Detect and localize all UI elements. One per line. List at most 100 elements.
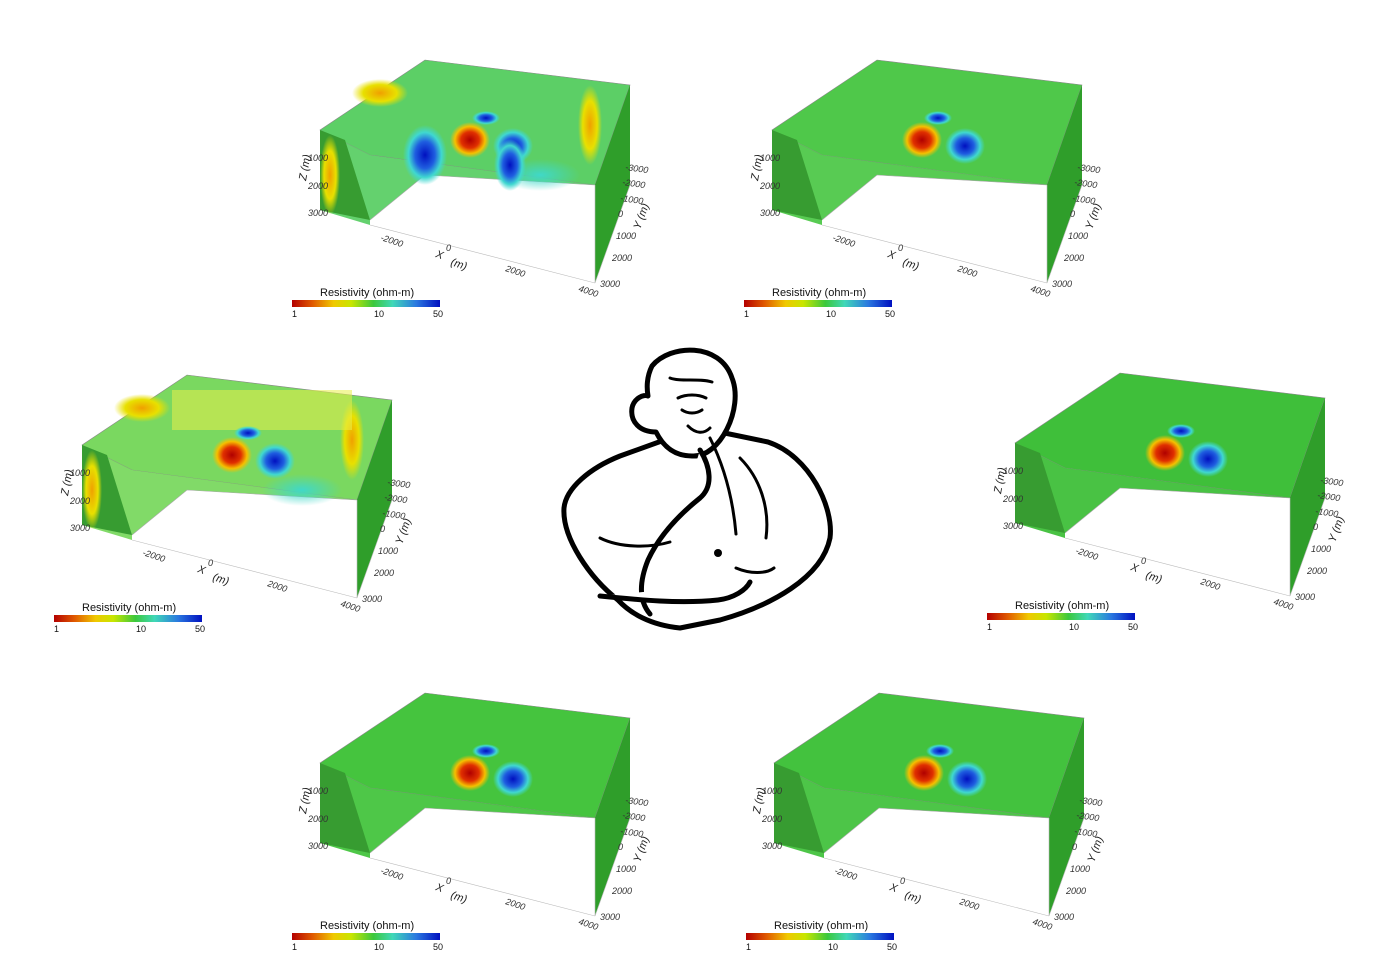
cutout-edge (823, 807, 1050, 854)
y-tick-label: 0 (1313, 522, 1318, 532)
y-tick-label: 2000 (611, 253, 632, 263)
y-tick-label: 2000 (1065, 886, 1086, 896)
colorbar-gradient (744, 300, 892, 307)
x-axis-unit: (m) (211, 571, 231, 588)
y-tick-label: -1000 (1315, 506, 1339, 519)
x-tick-label: 4000 (339, 598, 361, 614)
z-tick-label: 1000 (308, 153, 328, 163)
anomaly-yellow (352, 79, 408, 107)
z-tick-label: 2000 (1002, 494, 1023, 504)
y-axis-label: Y (m) (1086, 835, 1107, 864)
anomaly-yellow-left (82, 450, 102, 530)
anomaly-yellow-left (320, 135, 340, 215)
y-tick-label: -2000 (1074, 177, 1098, 190)
x-tick-label: -2000 (833, 865, 858, 882)
colorbar-gradient (746, 933, 894, 940)
y-tick-label: -3000 (625, 162, 649, 175)
axis-line-x (369, 224, 596, 284)
colorbar-tick: 10 (374, 942, 384, 952)
anomaly-yellow-edge (578, 85, 602, 165)
block-right-face (1047, 85, 1082, 283)
cutout-edge (369, 807, 596, 854)
x-axis-origin: 0 (446, 876, 451, 886)
y-tick-label: 2000 (611, 886, 632, 896)
block-cutout (824, 808, 1049, 916)
block-right-face (1290, 398, 1325, 596)
y-tick-label: 1000 (616, 864, 636, 874)
anomaly-resistor-small (926, 744, 954, 758)
y-tick-label: 1000 (1070, 864, 1090, 874)
y-tick-label: 3000 (1052, 279, 1072, 289)
y-tick-label: -1000 (1074, 826, 1098, 839)
colorbar-tick: 50 (885, 309, 895, 319)
anomaly-conductor (450, 122, 490, 158)
x-tick-label: 2000 (265, 578, 288, 594)
colorbar-tick: 1 (987, 622, 992, 632)
y-tick-label: 1000 (616, 231, 636, 241)
colorbar-title: Resistivity (ohm-m) (774, 920, 868, 932)
block-left-face (774, 763, 824, 853)
colorbar-tick: 1 (292, 309, 297, 319)
y-axis-label: Y (m) (632, 835, 653, 864)
anomaly-resistor-small (234, 426, 262, 440)
x-tick-label: -2000 (141, 547, 166, 564)
axis-line-x (823, 857, 1050, 917)
x-axis-label: X (885, 248, 897, 262)
colorbar-tick: 10 (826, 309, 836, 319)
y-tick-label: 3000 (1295, 592, 1315, 602)
colorbar: Resistivity (ohm-m) 1 10 50 (54, 602, 205, 634)
colorbar-gradient (292, 300, 440, 307)
z-axis-label: Z (m) (992, 466, 1009, 495)
y-tick-label: -1000 (382, 508, 406, 521)
y-tick-label: 1000 (1311, 544, 1331, 554)
y-tick-label: -1000 (620, 826, 644, 839)
anomaly-resistor-deep (403, 125, 447, 185)
anomaly-resistor-small (1167, 424, 1195, 438)
y-tick-label: -2000 (622, 177, 646, 190)
z-tick-label: 3000 (1003, 521, 1023, 531)
y-tick-label: -3000 (1079, 795, 1103, 808)
x-axis-label: X (433, 881, 445, 895)
anomaly-resistor (255, 443, 295, 479)
z-tick-label: 2000 (69, 496, 90, 506)
z-tick-label: 3000 (762, 841, 782, 851)
y-axis-label: Y (m) (394, 517, 415, 546)
x-axis-unit: (m) (449, 256, 469, 273)
anomaly-conductor (904, 755, 944, 791)
anomaly-yellow (114, 394, 170, 422)
x-tick-label: 4000 (1031, 916, 1053, 932)
z-tick-label: 2000 (759, 181, 780, 191)
x-tick-label: 4000 (1272, 596, 1294, 612)
z-tick-label: 3000 (70, 523, 90, 533)
block-cutout (132, 490, 357, 598)
anomaly-resistor-deep-2 (494, 139, 526, 191)
z-tick-label: 1000 (308, 786, 328, 796)
block-right-face (595, 718, 630, 916)
y-tick-label: 3000 (600, 279, 620, 289)
x-tick-label: 2000 (1198, 576, 1221, 592)
colorbar-gradient (54, 615, 202, 622)
y-tick-label: -2000 (1317, 490, 1341, 503)
block-right-face (595, 85, 630, 283)
z-axis-label: Z (m) (297, 786, 314, 815)
colorbar-tick: 50 (433, 309, 443, 319)
block-left-face (772, 130, 822, 220)
block-cutout (822, 175, 1047, 283)
x-axis-origin: 0 (898, 243, 903, 253)
z-tick-label: 2000 (307, 181, 328, 191)
anomaly-conductor (212, 437, 252, 473)
z-tick-label: 2000 (307, 814, 328, 824)
colorbar-tick: 50 (433, 942, 443, 952)
y-tick-label: -3000 (1077, 162, 1101, 175)
x-tick-label: 2000 (503, 263, 526, 279)
x-axis-unit: (m) (449, 889, 469, 906)
y-axis-label: Y (m) (632, 202, 653, 231)
x-tick-label: 4000 (577, 916, 599, 932)
colorbar-tick: 50 (195, 624, 205, 634)
y-tick-label: 3000 (600, 912, 620, 922)
colorbar: Resistivity (ohm-m) 1 10 50 (987, 600, 1138, 632)
colorbar-tick: 50 (1128, 622, 1138, 632)
z-tick-label: 1000 (762, 786, 782, 796)
x-tick-label: 2000 (503, 896, 526, 912)
